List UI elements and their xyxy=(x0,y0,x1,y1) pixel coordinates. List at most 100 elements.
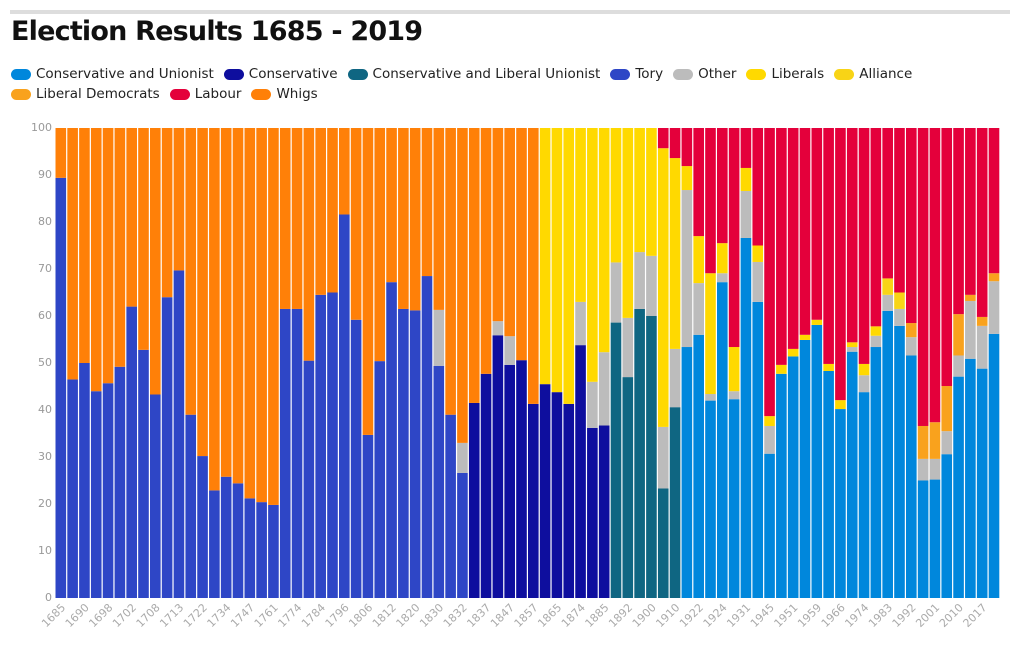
bar-segment xyxy=(858,375,870,393)
bar-segment xyxy=(587,128,598,382)
bar-segment xyxy=(882,294,893,311)
bar-segment xyxy=(799,339,811,598)
y-tick-label: 0 xyxy=(45,591,52,604)
y-tick-label: 10 xyxy=(38,544,52,557)
bar-segment xyxy=(362,434,374,598)
bar-segment xyxy=(787,348,799,357)
legend-item: Conservative and Unionist xyxy=(11,66,214,82)
bar-segment xyxy=(256,502,267,598)
bar-segment xyxy=(882,278,893,295)
bar-segment xyxy=(953,128,964,315)
bar-segment xyxy=(870,128,882,327)
x-tick-label: 1832 xyxy=(441,601,470,630)
bar-segment xyxy=(953,376,964,598)
x-tick-label: 1931 xyxy=(724,601,753,630)
bar-segment xyxy=(598,352,610,426)
bar-segment xyxy=(504,364,515,598)
bar-segment xyxy=(634,128,645,253)
bar-segment xyxy=(657,426,669,489)
bar-segment xyxy=(551,128,563,393)
bar-segment xyxy=(835,409,846,598)
bar-segment xyxy=(953,355,964,377)
bar-segment xyxy=(575,301,586,346)
bar-segment xyxy=(787,356,799,598)
bar-segment xyxy=(126,306,137,598)
bar-segment xyxy=(67,379,78,598)
x-tick-label: 1784 xyxy=(299,601,328,630)
bar-segment xyxy=(870,326,882,336)
x-tick-label: 1747 xyxy=(228,601,257,630)
bar-segment xyxy=(138,128,149,350)
bar-segment xyxy=(315,294,326,598)
bar-segment xyxy=(468,402,480,598)
bar-segment xyxy=(811,324,823,598)
legend: Conservative and Unionist Conservative Con… xyxy=(11,66,931,102)
bar-segment xyxy=(291,128,303,309)
bar-segment xyxy=(988,273,1000,282)
bar-segment xyxy=(575,128,586,302)
bar-segment xyxy=(398,128,409,309)
bar-segment xyxy=(492,128,504,322)
x-tick-label: 1722 xyxy=(181,601,210,630)
bar-segment xyxy=(693,334,704,598)
bar-segment xyxy=(587,427,598,598)
x-tick-label: 1966 xyxy=(819,601,848,630)
bar-segment xyxy=(421,128,433,277)
bar-segment xyxy=(539,128,551,385)
x-tick-label: 1983 xyxy=(866,601,895,630)
bar-segment xyxy=(173,270,185,598)
bar-segment xyxy=(492,335,504,598)
bar-segment xyxy=(693,283,704,335)
bar-segment xyxy=(598,425,610,598)
bar-segment xyxy=(445,128,456,415)
bar-segment xyxy=(965,300,976,359)
legend-item: Other xyxy=(673,66,736,82)
x-tick-label: 1820 xyxy=(394,601,423,630)
legend-item: Alliance xyxy=(834,66,912,82)
bar-segment xyxy=(374,361,386,598)
bar-segment xyxy=(776,364,787,374)
bar-segment xyxy=(752,301,764,598)
bar-segment xyxy=(598,128,610,353)
bar-segment xyxy=(185,128,197,415)
x-tick-label: 1945 xyxy=(748,601,777,630)
bar-segment xyxy=(220,128,232,477)
x-tick-label: 1910 xyxy=(653,601,682,630)
bar-segment xyxy=(858,128,870,364)
chart-title: Election Results 1685 - 2019 xyxy=(11,16,423,47)
x-tick-label: 2010 xyxy=(937,601,966,630)
bar-segment xyxy=(681,128,693,167)
bar-segment xyxy=(90,391,102,598)
bar-segment xyxy=(870,335,882,348)
x-tick-label: 2017 xyxy=(961,601,990,630)
bar-segment xyxy=(114,366,126,598)
y-tick-label: 60 xyxy=(38,309,52,322)
bar-segment xyxy=(894,292,905,309)
bar-segment xyxy=(79,128,90,363)
bar-segment xyxy=(988,281,1000,334)
bar-segment xyxy=(811,128,823,320)
bar-segment xyxy=(740,237,752,599)
bar-segment xyxy=(976,368,988,598)
bar-segment xyxy=(79,363,90,598)
bar-segment xyxy=(976,316,988,326)
bar-segment xyxy=(339,214,350,599)
bar-segment xyxy=(799,334,811,340)
x-tick-label: 1698 xyxy=(86,601,115,630)
bar-segment xyxy=(114,128,126,367)
bar-segment xyxy=(728,347,740,392)
legend-swatch xyxy=(169,88,190,100)
bar-segment xyxy=(846,347,858,352)
x-tick-label: 1734 xyxy=(205,601,234,630)
legend-label: Other xyxy=(698,66,737,82)
bar-segment xyxy=(835,400,846,410)
x-tick-label: 1713 xyxy=(157,601,186,630)
bar-segment xyxy=(929,458,941,480)
bar-segment xyxy=(528,128,539,404)
bar-segment xyxy=(55,177,67,598)
legend-label: Labour xyxy=(194,86,242,102)
x-tick-label: 1924 xyxy=(701,601,730,630)
y-tick-label: 50 xyxy=(38,356,52,369)
legend-item: Labour xyxy=(169,86,242,102)
x-tick-label: 1992 xyxy=(890,601,919,630)
